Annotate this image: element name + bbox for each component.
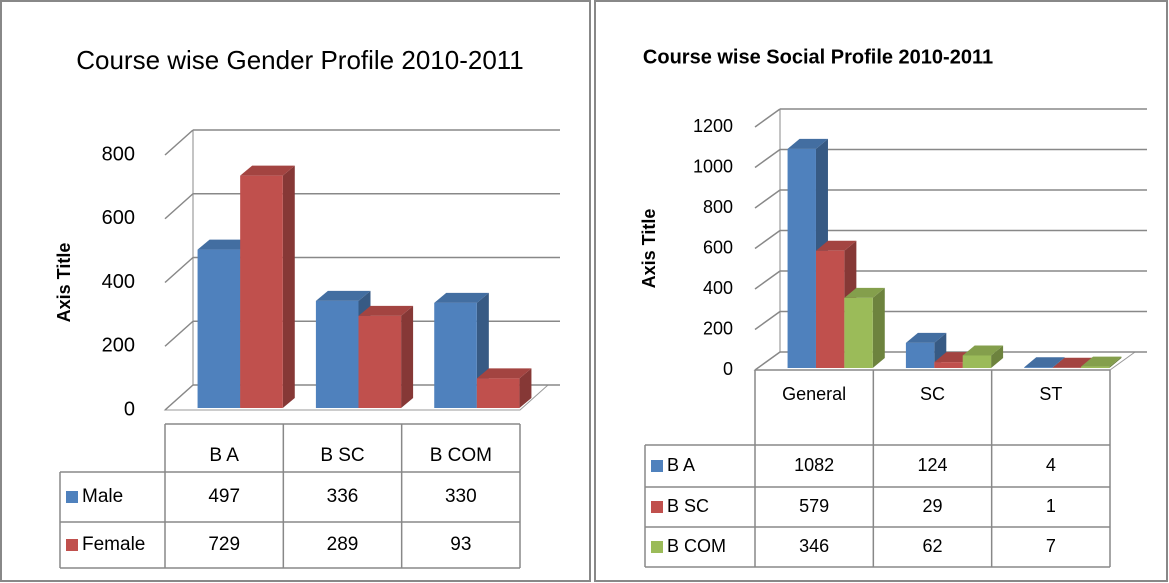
bar-top — [962, 345, 1004, 356]
legend-label: B A — [667, 455, 695, 475]
y-tick-label: 600 — [703, 237, 733, 257]
legend-swatch — [66, 539, 78, 551]
bar — [434, 302, 477, 408]
bar-top — [905, 332, 947, 343]
bar-top — [197, 239, 253, 250]
bar-side — [1109, 356, 1122, 368]
table-cell: 1082 — [794, 455, 834, 475]
x-tick-label: B A — [209, 445, 239, 466]
grid-line — [754, 108, 781, 128]
x-tick-label: General — [782, 384, 846, 404]
bar — [1024, 367, 1053, 368]
x-tick-label: SC — [920, 384, 945, 404]
bar — [1081, 366, 1110, 368]
table-cell: 124 — [917, 455, 947, 475]
grid-line — [754, 270, 781, 290]
table-cell: 62 — [922, 536, 942, 556]
table-cell: 346 — [799, 536, 829, 556]
bar — [934, 362, 963, 368]
legend-label: Male — [82, 486, 123, 507]
bar-side — [282, 165, 295, 408]
y-tick-label: 0 — [723, 359, 733, 379]
bar-top — [240, 165, 295, 176]
bar-top — [815, 240, 857, 251]
bar — [962, 355, 992, 368]
bar-side — [872, 287, 885, 368]
bar-top — [358, 305, 414, 316]
table-cell: 29 — [922, 496, 942, 516]
table-cell: 4 — [1046, 455, 1056, 475]
table-cell: 1 — [1046, 496, 1056, 516]
y-tick-label: 600 — [102, 207, 135, 229]
table-cell: 579 — [799, 496, 829, 516]
y-tick-label: 200 — [102, 335, 135, 357]
table-cell: 7 — [1046, 536, 1056, 556]
y-tick-label: 400 — [703, 278, 733, 298]
grid-line — [164, 129, 194, 156]
bar-top — [476, 368, 532, 379]
legend-swatch — [651, 501, 663, 513]
legend-label: Female — [82, 534, 145, 555]
legend-swatch — [66, 491, 78, 503]
table-cell: 336 — [327, 486, 359, 507]
bar — [815, 250, 845, 368]
grid-line — [754, 148, 781, 169]
axis-title: Axis Title — [639, 209, 659, 289]
y-tick-label: 800 — [703, 197, 733, 217]
grid-line — [164, 193, 194, 220]
bar-top — [1081, 356, 1122, 367]
y-tick-label: 0 — [124, 398, 135, 420]
axis-title: Axis Title — [54, 243, 74, 323]
table-cell: 330 — [445, 486, 477, 507]
bar-top — [434, 292, 489, 303]
y-tick-label: 1200 — [693, 116, 733, 136]
bar — [358, 315, 402, 408]
legend-swatch — [651, 460, 663, 472]
bar-top — [315, 290, 371, 301]
x-tick-label: B COM — [430, 445, 492, 466]
y-tick-label: 800 — [102, 143, 135, 165]
grid-line — [754, 310, 781, 331]
grid-line — [164, 384, 194, 411]
bar-side — [401, 305, 414, 408]
bar — [240, 175, 283, 408]
x-tick-label: B SC — [320, 445, 364, 466]
chart-title: Course wise Gender Profile 2010-2011 — [76, 45, 524, 75]
bar — [476, 378, 520, 408]
grid-line — [754, 351, 781, 371]
bar — [844, 297, 873, 368]
grid-line — [164, 256, 194, 284]
table-cell: 497 — [208, 486, 240, 507]
bar-side — [991, 345, 1004, 368]
chart-title: Course wise Social Profile 2010-2011 — [643, 46, 993, 68]
y-tick-label: 200 — [703, 318, 733, 338]
x-tick-label: ST — [1039, 384, 1062, 404]
bar — [197, 249, 241, 408]
table-cell: 93 — [450, 534, 471, 555]
legend-label: B COM — [667, 536, 726, 556]
y-tick-label: 1000 — [693, 156, 733, 176]
grid-line — [754, 229, 781, 250]
table-cell: 729 — [208, 534, 240, 555]
bar-top — [1024, 357, 1065, 368]
grid-line — [164, 320, 194, 347]
bar-top — [844, 287, 885, 298]
legend-swatch — [651, 541, 663, 553]
bar — [315, 300, 359, 408]
legend-label: B SC — [667, 496, 709, 516]
y-tick-label: 400 — [102, 271, 135, 293]
bar — [787, 148, 816, 368]
grid-line — [754, 189, 781, 209]
bar-top — [787, 138, 828, 149]
bar-side — [519, 368, 532, 408]
bar — [905, 342, 935, 368]
panel — [0, 0, 591, 582]
table-cell: 289 — [327, 534, 359, 555]
